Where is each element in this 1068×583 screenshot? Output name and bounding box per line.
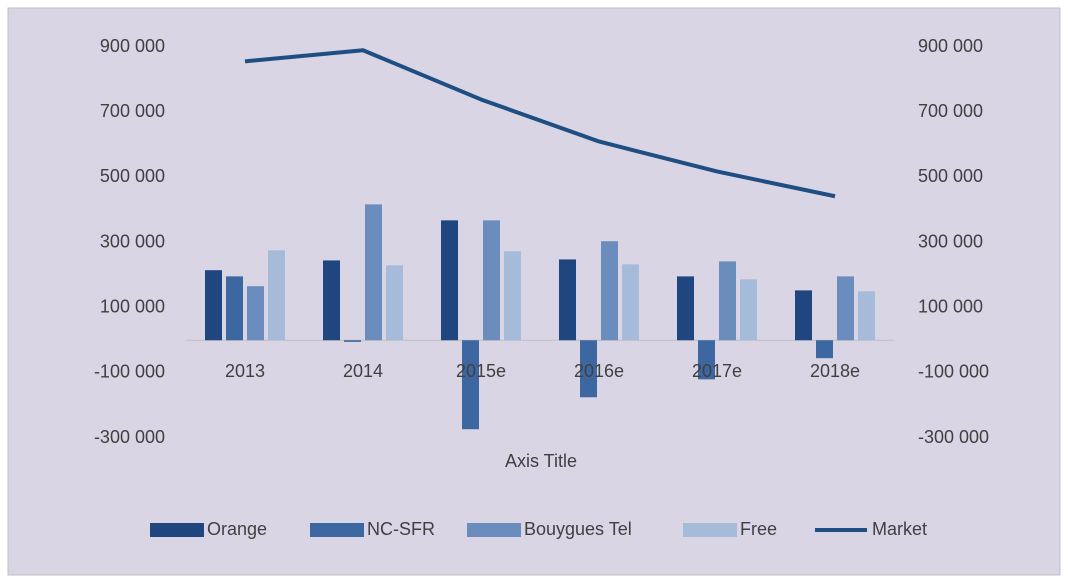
x-tick-label: 2017e — [692, 361, 742, 381]
bar — [247, 286, 264, 341]
y-tick-label: 900 000 — [100, 36, 165, 56]
legend-label: Market — [872, 519, 927, 539]
y2-tick-label: -100 000 — [918, 362, 989, 382]
y-tick-label: 100 000 — [100, 296, 165, 316]
bar — [504, 251, 521, 341]
bar — [441, 220, 458, 341]
legend-swatch — [467, 523, 521, 537]
legend-label: Orange — [207, 519, 267, 539]
x-tick-label: 2014 — [343, 361, 383, 381]
bar — [559, 259, 576, 341]
y-tick-label: -100 000 — [94, 362, 165, 382]
x-tick-label: 2016e — [574, 361, 624, 381]
chart-background — [7, 7, 1061, 576]
y2-tick-label: 300 000 — [918, 231, 983, 251]
bar — [795, 290, 812, 341]
x-axis-title: Axis Title — [505, 451, 577, 471]
legend-label: Bouygues Tel — [524, 519, 632, 539]
bar — [483, 220, 500, 341]
x-tick-label: 2013 — [225, 361, 265, 381]
bar — [677, 276, 694, 341]
bar — [858, 291, 875, 341]
bar — [365, 204, 382, 341]
y2-tick-label: 100 000 — [918, 296, 983, 316]
y2-tick-label: 500 000 — [918, 166, 983, 186]
bar — [226, 276, 243, 341]
bar — [268, 250, 285, 341]
bar — [580, 340, 597, 398]
bar — [323, 260, 340, 341]
y-tick-label: 700 000 — [100, 101, 165, 121]
line-series — [244, 48, 836, 199]
legend-swatch — [310, 523, 364, 537]
bar — [698, 340, 715, 380]
bar — [622, 264, 639, 341]
x-tick-label: 2018e — [810, 361, 860, 381]
bar — [719, 261, 736, 341]
bar — [205, 270, 222, 341]
bar — [601, 241, 618, 341]
y2-tick-label: 700 000 — [918, 101, 983, 121]
bar — [344, 340, 361, 342]
y-tick-label: 500 000 — [100, 166, 165, 186]
bar — [816, 340, 833, 359]
bar — [837, 276, 854, 341]
x-tick-label: 2015e — [456, 361, 506, 381]
legend-label: NC-SFR — [367, 519, 435, 539]
y2-tick-label: 900 000 — [918, 36, 983, 56]
y2-tick-label: -300 000 — [918, 427, 989, 447]
legend-label: Free — [740, 519, 777, 539]
legend-swatch — [683, 523, 737, 537]
y-tick-label: 300 000 — [100, 231, 165, 251]
bar — [740, 279, 757, 341]
legend-swatch — [150, 523, 204, 537]
bar — [462, 340, 479, 430]
bar — [386, 265, 403, 341]
y-tick-label: -300 000 — [94, 427, 165, 447]
